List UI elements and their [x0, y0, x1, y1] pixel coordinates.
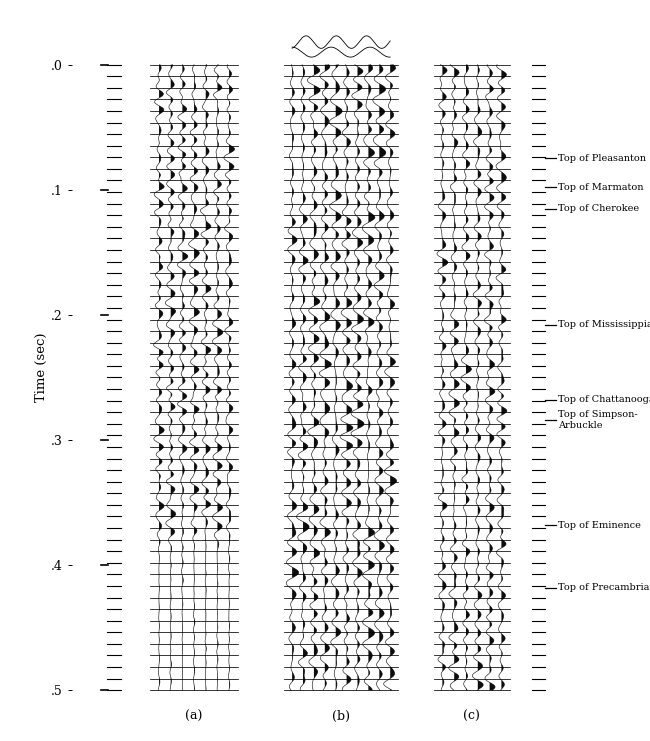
Text: Top of Mississippian: Top of Mississippian	[558, 320, 650, 330]
Text: Top of Pleasanton: Top of Pleasanton	[558, 154, 646, 163]
Text: Top of Simpson-
Arbuckle: Top of Simpson- Arbuckle	[558, 411, 638, 430]
Text: Top of Precambrian: Top of Precambrian	[558, 583, 650, 592]
Y-axis label: Time (sec): Time (sec)	[35, 332, 48, 402]
Text: Top of Chattanooga: Top of Chattanooga	[558, 396, 650, 405]
Text: (c): (c)	[463, 711, 480, 723]
Text: Top of Cherokee: Top of Cherokee	[558, 204, 639, 213]
Text: (b): (b)	[332, 711, 350, 723]
Text: Top of Marmaton: Top of Marmaton	[558, 183, 644, 192]
Text: (a): (a)	[185, 711, 203, 723]
Text: Top of Eminence: Top of Eminence	[558, 521, 641, 530]
